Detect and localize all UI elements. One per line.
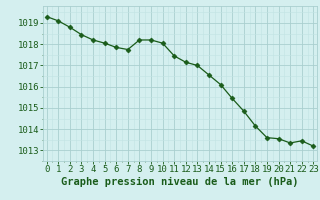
X-axis label: Graphe pression niveau de la mer (hPa): Graphe pression niveau de la mer (hPa) [61,177,299,187]
